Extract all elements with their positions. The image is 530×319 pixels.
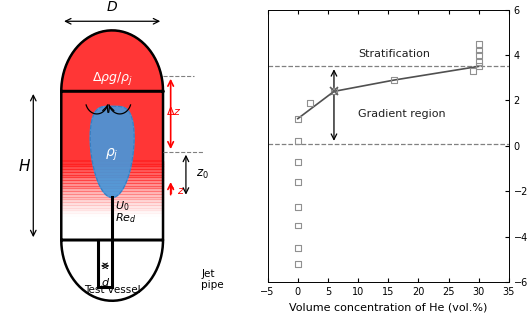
Text: Gradient region: Gradient region (358, 109, 446, 119)
Text: $\uparrow z$: $\uparrow z$ (164, 183, 186, 197)
Text: Jet
pipe: Jet pipe (201, 269, 224, 290)
Text: $\rho_j$: $\rho_j$ (105, 147, 119, 163)
Text: Stratification: Stratification (358, 49, 430, 59)
Point (330, 89, 338, 94)
Point (474, 48, 483, 53)
Point (390, 78, 399, 83)
Polygon shape (90, 106, 134, 197)
Point (474, 41, 483, 46)
Text: $d$: $d$ (101, 277, 110, 288)
Point (306, 100, 314, 105)
Text: $\Delta\rho g/\rho_j$: $\Delta\rho g/\rho_j$ (92, 70, 132, 87)
Point (294, 139, 302, 144)
Text: $D$: $D$ (106, 0, 118, 14)
Text: $Re_d$: $Re_d$ (115, 211, 137, 225)
Point (474, 53, 483, 58)
Point (469, 68, 477, 73)
Text: $U_0$: $U_0$ (115, 200, 130, 213)
Point (294, 246, 302, 251)
Point (294, 180, 302, 185)
Point (294, 205, 302, 210)
Point (294, 262, 302, 267)
Point (294, 223, 302, 228)
Point (294, 116, 302, 121)
Polygon shape (61, 30, 163, 161)
Text: Test vessel: Test vessel (84, 285, 140, 295)
X-axis label: Volume concentration of He (vol.%): Volume concentration of He (vol.%) (289, 303, 488, 313)
Point (474, 59, 483, 64)
Text: $H$: $H$ (18, 158, 31, 174)
Point (294, 159, 302, 164)
Point (474, 64, 483, 69)
Text: $z_0$: $z_0$ (196, 168, 209, 181)
Text: $\Delta z$: $\Delta z$ (165, 105, 181, 117)
